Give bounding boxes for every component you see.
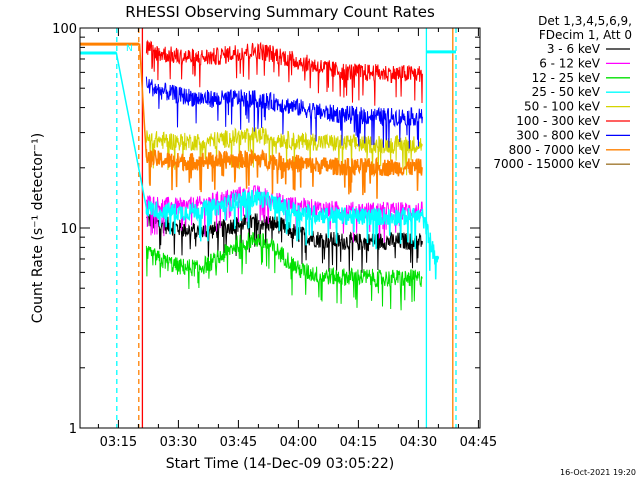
series-line-5: [145, 39, 423, 106]
legend-label: 12 - 25 keV: [532, 71, 601, 85]
chart-title: RHESSI Observing Summary Count Rates: [125, 3, 435, 21]
x-tick-label: 03:30: [160, 435, 197, 450]
series-line-4: [145, 126, 423, 176]
y-tick-label: 100: [52, 22, 77, 37]
render-timestamp: 16-Oct-2021 19:20: [560, 468, 636, 477]
legend-label: 3 - 6 keV: [547, 42, 601, 56]
legend-header-line-2: FDecim 1, Att 0: [539, 28, 632, 42]
legend-label: 50 - 100 keV: [524, 100, 601, 114]
x-tick-label: 04:45: [460, 435, 497, 450]
series-line-7: [86, 43, 424, 199]
legend-header-line-1: Det 1,3,4,5,6,9,: [538, 14, 632, 28]
x-axis-label: Start Time (14-Dec-09 03:05:22): [166, 456, 394, 472]
legend-label: 300 - 800 keV: [516, 128, 600, 142]
series-line-2: [145, 232, 423, 311]
x-tick-label: 04:30: [400, 435, 437, 450]
series-line-3: [86, 52, 440, 280]
x-tick-label: 03:45: [220, 435, 257, 450]
x-tick-label: 04:00: [280, 435, 317, 450]
flag-label: N: [126, 44, 133, 54]
legend-label: 7000 - 15000 keV: [493, 157, 600, 171]
series-line-6: [145, 76, 423, 149]
y-axis-label: Count Rate (s⁻¹ detector⁻¹): [30, 133, 46, 323]
y-tick-label: 10: [60, 222, 77, 237]
legend-label: 6 - 12 keV: [539, 56, 601, 70]
y-tick-label: 1: [69, 422, 77, 437]
legend-label: 25 - 50 keV: [532, 85, 601, 99]
x-tick-label: 03:15: [100, 435, 137, 450]
legend-label: 100 - 300 keV: [516, 114, 600, 128]
legend-label: 800 - 7000 keV: [509, 143, 601, 157]
x-tick-label: 04:15: [340, 435, 377, 450]
